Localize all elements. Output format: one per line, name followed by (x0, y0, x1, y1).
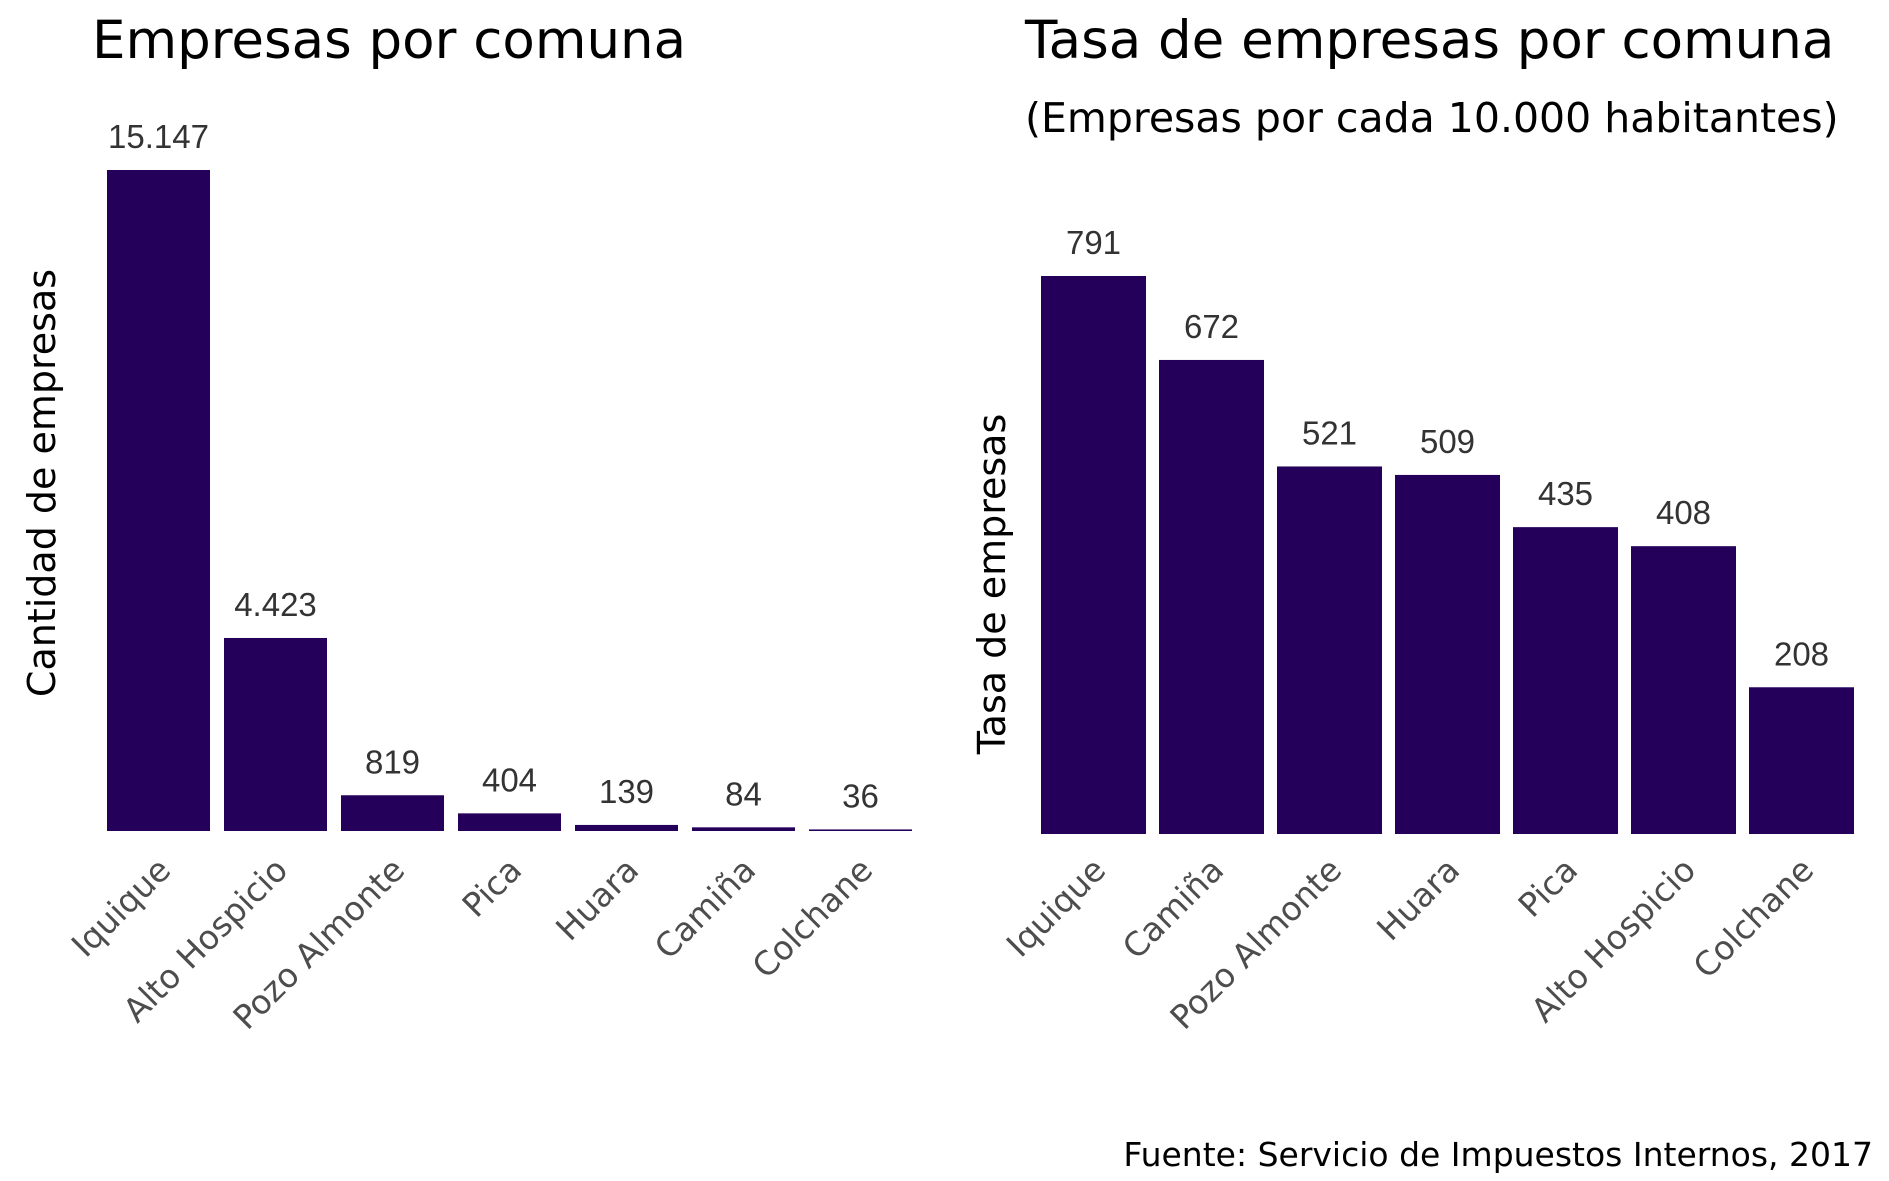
value-label: 509 (1420, 423, 1475, 460)
value-label: 36 (842, 777, 879, 814)
bar-colchane (1749, 687, 1854, 834)
chart-subtitle: (Empresas por cada 10.000 habitantes) (1025, 94, 1839, 142)
bar-colchane (809, 829, 912, 831)
value-label: 521 (1302, 414, 1357, 451)
bars (1041, 276, 1854, 834)
value-label: 672 (1184, 308, 1239, 345)
value-label: 819 (365, 743, 420, 780)
bar-alto-hospicio (1631, 546, 1736, 834)
bar-huara (575, 824, 678, 831)
value-label: 435 (1538, 475, 1593, 512)
bar-iquique (107, 170, 210, 831)
bar-alto-hospicio (224, 637, 327, 831)
value-labels: 791 672 521 509 435 408 208 (1066, 224, 1829, 672)
bar-camiña (1159, 359, 1264, 834)
value-labels: 15.147 4.423 819 404 139 84 36 (108, 118, 879, 814)
source-caption: Fuente: Servicio de Impuestos Internos, … (1123, 1135, 1873, 1174)
bar-pica (1513, 527, 1618, 834)
bar-iquique (1041, 276, 1146, 834)
value-label: 408 (1656, 494, 1711, 531)
y-axis-label: Cantidad de empresas (20, 269, 64, 697)
chart-title: Empresas por comuna (92, 10, 686, 71)
value-label: 4.423 (234, 586, 317, 623)
chart-title: Tasa de empresas por comuna (1024, 10, 1834, 71)
value-label: 139 (599, 773, 654, 810)
value-label: 15.147 (108, 118, 209, 155)
value-label: 208 (1774, 635, 1829, 672)
bar-pozo-almonte (341, 795, 444, 831)
bars (107, 170, 912, 831)
bar-pica (458, 813, 561, 831)
value-label: 404 (482, 761, 537, 798)
bar-pozo-almonte (1277, 466, 1382, 834)
value-label: 791 (1066, 224, 1121, 261)
y-axis-label: Tasa de empresas (970, 414, 1014, 756)
bar-camiña (692, 827, 795, 831)
value-label: 84 (725, 775, 762, 812)
bar-huara (1395, 474, 1500, 834)
